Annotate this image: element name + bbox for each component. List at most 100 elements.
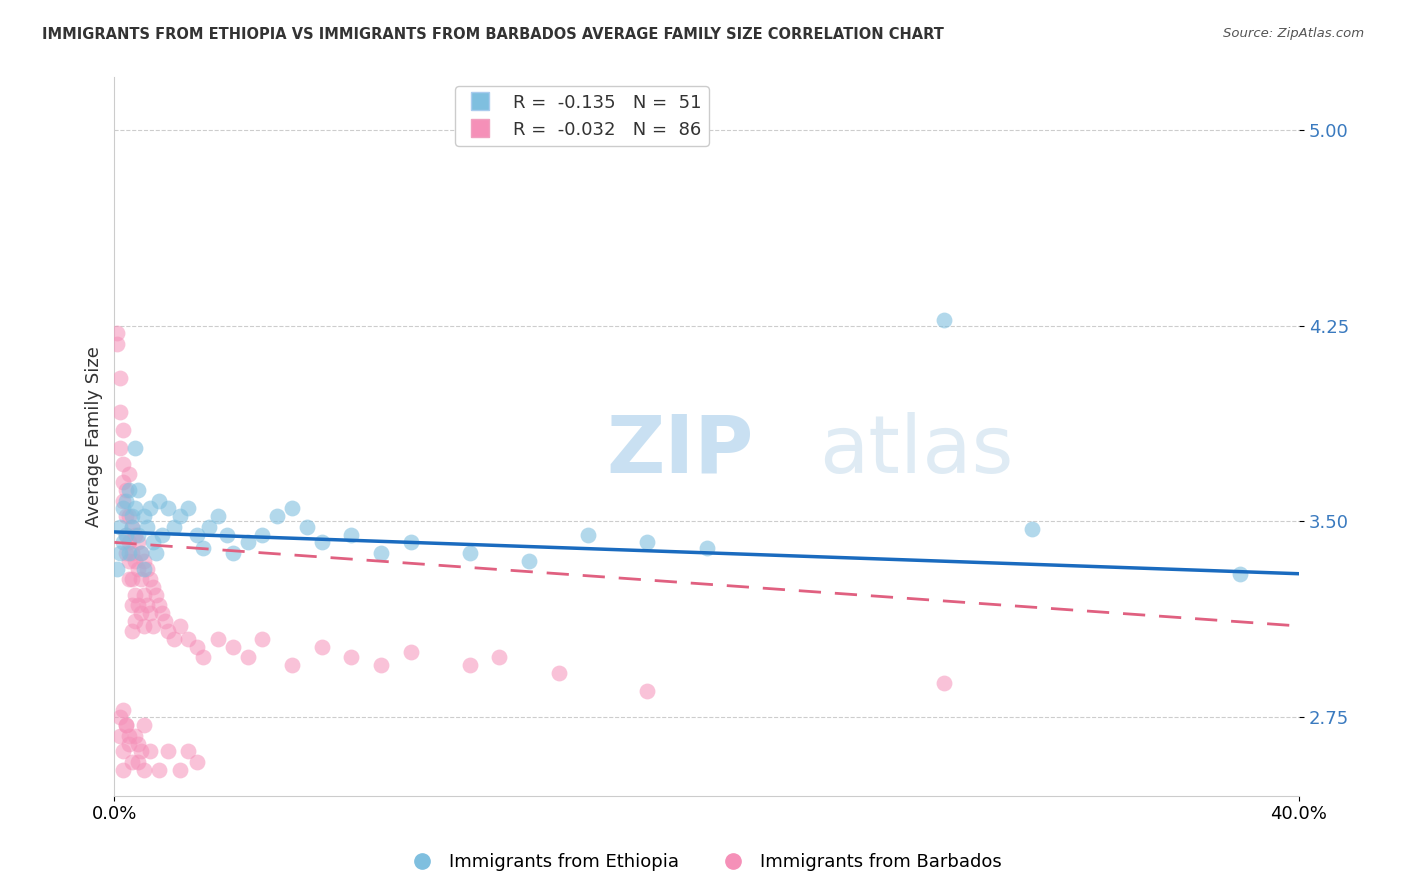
Text: IMMIGRANTS FROM ETHIOPIA VS IMMIGRANTS FROM BARBADOS AVERAGE FAMILY SIZE CORRELA: IMMIGRANTS FROM ETHIOPIA VS IMMIGRANTS F… bbox=[42, 27, 943, 42]
Point bbox=[118, 467, 141, 482]
Point bbox=[124, 729, 146, 743]
Point bbox=[132, 619, 155, 633]
Legend: R =  -0.135   N =  51, R =  -0.032   N =  86: R = -0.135 N = 51, R = -0.032 N = 86 bbox=[456, 87, 709, 146]
Point bbox=[136, 519, 159, 533]
Point bbox=[115, 718, 138, 732]
Point bbox=[696, 541, 718, 555]
Point bbox=[169, 763, 191, 777]
Point bbox=[127, 535, 149, 549]
Point bbox=[110, 519, 132, 533]
Point bbox=[222, 546, 245, 560]
Y-axis label: Average Family Size: Average Family Size bbox=[86, 346, 103, 527]
Point bbox=[399, 535, 422, 549]
Point bbox=[340, 650, 363, 665]
Point bbox=[124, 527, 146, 541]
Point bbox=[112, 535, 135, 549]
Point bbox=[311, 535, 333, 549]
Point bbox=[177, 501, 200, 516]
Point bbox=[105, 561, 128, 575]
Point bbox=[110, 546, 132, 560]
Point bbox=[370, 546, 392, 560]
Point bbox=[932, 676, 955, 690]
Point bbox=[266, 509, 288, 524]
Point bbox=[207, 509, 229, 524]
Point bbox=[142, 619, 165, 633]
Point bbox=[148, 493, 170, 508]
Point bbox=[118, 509, 141, 524]
Point bbox=[169, 619, 191, 633]
Point bbox=[129, 606, 152, 620]
Point bbox=[156, 744, 179, 758]
Point bbox=[118, 535, 141, 549]
Point bbox=[145, 588, 167, 602]
Point bbox=[132, 554, 155, 568]
Point bbox=[169, 509, 191, 524]
Point bbox=[281, 501, 304, 516]
Point bbox=[127, 598, 149, 612]
Point bbox=[132, 763, 155, 777]
Point bbox=[932, 313, 955, 327]
Point bbox=[370, 658, 392, 673]
Point bbox=[458, 546, 481, 560]
Point bbox=[127, 527, 149, 541]
Point bbox=[127, 737, 149, 751]
Point bbox=[121, 598, 143, 612]
Point bbox=[148, 763, 170, 777]
Point bbox=[193, 650, 215, 665]
Point bbox=[129, 546, 152, 560]
Point bbox=[124, 554, 146, 568]
Point bbox=[139, 501, 162, 516]
Point bbox=[198, 519, 221, 533]
Point bbox=[547, 665, 569, 680]
Point bbox=[139, 572, 162, 586]
Point bbox=[118, 572, 141, 586]
Point bbox=[156, 624, 179, 639]
Point bbox=[236, 535, 259, 549]
Point bbox=[112, 423, 135, 437]
Point bbox=[118, 546, 141, 560]
Point bbox=[207, 632, 229, 646]
Point bbox=[118, 737, 141, 751]
Point bbox=[127, 755, 149, 769]
Point bbox=[136, 598, 159, 612]
Point bbox=[115, 527, 138, 541]
Point bbox=[124, 442, 146, 456]
Point bbox=[115, 718, 138, 732]
Point bbox=[110, 710, 132, 724]
Text: Source: ZipAtlas.com: Source: ZipAtlas.com bbox=[1223, 27, 1364, 40]
Text: ZIP: ZIP bbox=[606, 412, 754, 490]
Point bbox=[139, 606, 162, 620]
Point bbox=[142, 535, 165, 549]
Point bbox=[399, 645, 422, 659]
Point bbox=[281, 658, 304, 673]
Point bbox=[252, 632, 274, 646]
Point bbox=[311, 640, 333, 654]
Point bbox=[177, 632, 200, 646]
Point bbox=[132, 718, 155, 732]
Point bbox=[150, 606, 173, 620]
Point bbox=[124, 501, 146, 516]
Point bbox=[145, 546, 167, 560]
Point bbox=[118, 483, 141, 497]
Point bbox=[121, 624, 143, 639]
Point bbox=[517, 554, 540, 568]
Point bbox=[488, 650, 510, 665]
Point bbox=[153, 614, 176, 628]
Text: atlas: atlas bbox=[820, 412, 1014, 490]
Point bbox=[110, 442, 132, 456]
Point bbox=[156, 501, 179, 516]
Point bbox=[215, 527, 238, 541]
Point bbox=[105, 337, 128, 351]
Point bbox=[121, 755, 143, 769]
Point bbox=[124, 588, 146, 602]
Point bbox=[110, 405, 132, 419]
Point bbox=[129, 546, 152, 560]
Point bbox=[115, 493, 138, 508]
Point bbox=[112, 702, 135, 716]
Point bbox=[129, 572, 152, 586]
Point bbox=[252, 527, 274, 541]
Point bbox=[121, 546, 143, 560]
Point bbox=[121, 509, 143, 524]
Point bbox=[136, 561, 159, 575]
Point bbox=[162, 519, 184, 533]
